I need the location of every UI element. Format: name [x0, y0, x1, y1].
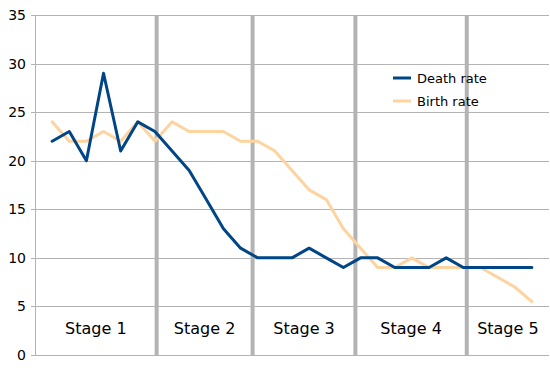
tick-label: 5: [17, 298, 26, 314]
grid-line: [35, 209, 549, 210]
plot-area: [52, 73, 532, 301]
stage-label: Stage 1: [65, 319, 127, 338]
series-line: [52, 73, 532, 267]
legend-label: Birth rate: [417, 94, 479, 109]
tick-mark: [31, 355, 35, 356]
tick-label: 30: [8, 56, 26, 72]
y-axis: [35, 15, 36, 355]
chart: 0 5 10 15 20 25 30 35 Stage 1 Stage 2 Stage 3 Stage…: [0, 0, 550, 378]
tick-label: 35: [8, 7, 26, 23]
legend-swatch: [393, 100, 411, 103]
tick-mark: [31, 306, 35, 307]
tick-label: 20: [8, 153, 26, 169]
grid-line: [35, 15, 549, 16]
tick-mark: [31, 112, 35, 113]
stage-separator: [155, 15, 159, 355]
tick-mark: [31, 161, 35, 162]
stage-label: Stage 5: [477, 319, 539, 338]
stage-separator: [251, 15, 255, 355]
grid-line: [35, 161, 549, 162]
tick-label: 0: [17, 347, 26, 363]
stage-label: Stage 4: [380, 319, 442, 338]
grid-line: [35, 306, 549, 307]
stage-separator: [353, 15, 357, 355]
tick-mark: [31, 258, 35, 259]
legend-swatch: [393, 77, 411, 80]
grid-line: [35, 355, 549, 356]
tick-mark: [31, 15, 35, 16]
x-axis: [35, 355, 549, 356]
tick-label: 15: [8, 201, 26, 217]
stage-separator: [465, 15, 469, 355]
tick-label: 10: [8, 250, 26, 266]
tick-mark: [31, 209, 35, 210]
stage-label: Stage 2: [174, 319, 236, 338]
grid-line: [35, 64, 549, 65]
tick-mark: [31, 64, 35, 65]
stage-label: Stage 3: [273, 319, 335, 338]
series-line: [52, 122, 532, 302]
legend-label: Death rate: [417, 71, 487, 86]
tick-label: 25: [8, 104, 26, 120]
